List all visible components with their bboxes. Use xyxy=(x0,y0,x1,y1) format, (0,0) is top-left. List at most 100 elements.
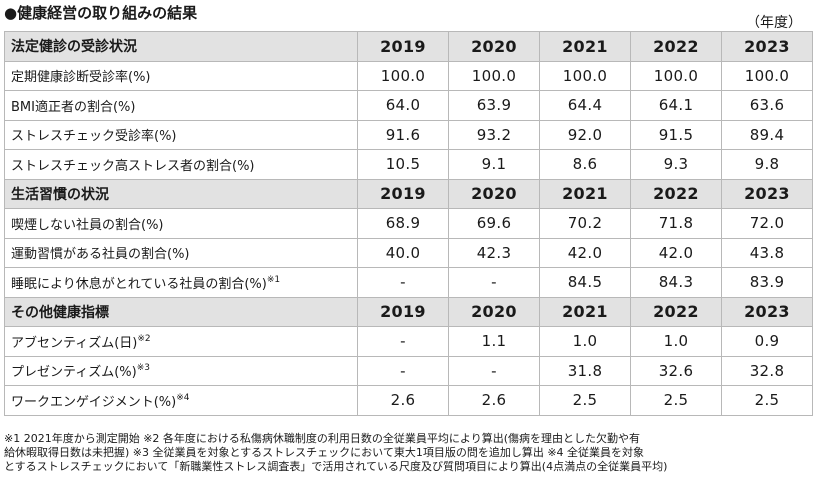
row-label: アブセンティズム(日) xyxy=(11,335,138,351)
value-cell: 68.9 xyxy=(357,208,449,239)
row-label-cell: ストレスチェック高ストレス者の割合(%) xyxy=(4,149,358,180)
value-cell: 32.8 xyxy=(721,355,813,386)
year-header: 2021 xyxy=(539,178,631,209)
value-cell: 9.8 xyxy=(721,149,813,180)
row-label-cell: 定期健康診断受診率(%) xyxy=(4,60,358,91)
value-cell: 83.9 xyxy=(721,267,813,298)
footnote-line: とするストレスチェックにおいて「新職業性ストレス調査表」で活用されている尺度及び… xyxy=(4,460,668,473)
value-cell: 91.5 xyxy=(630,119,722,150)
value-cell: 69.6 xyxy=(448,208,540,239)
footnote-marker: ※4 xyxy=(176,392,190,403)
row-label-cell: ワークエンゲイジメント(%)※4 xyxy=(4,385,358,416)
value-cell: 100.0 xyxy=(448,60,540,91)
table-row: 定期健康診断受診率(%) 100.0 100.0 100.0 100.0 100.0 xyxy=(4,60,813,91)
row-label: 喫煙しない社員の割合(%) xyxy=(11,217,164,233)
value-cell: 9.1 xyxy=(448,149,540,180)
year-header: 2020 xyxy=(448,178,540,209)
page-title: ●健康経営の取り組みの結果 xyxy=(4,4,198,22)
row-label-cell: ストレスチェック受診率(%) xyxy=(4,119,358,150)
row-label: ワークエンゲイジメント(%) xyxy=(11,394,177,410)
value-cell: 42.0 xyxy=(539,237,631,268)
year-header: 2022 xyxy=(630,296,722,327)
value-cell: - xyxy=(448,267,540,298)
row-label: BMI適正者の割合(%) xyxy=(11,99,136,115)
value-cell: 91.6 xyxy=(357,119,449,150)
health-results-table: 法定健診の受診状況 2019 2020 2021 2022 2023 定期健康診断受診率(%… xyxy=(4,31,813,416)
footnotes: ※1 2021年度から測定開始 ※2 各年度における私傷病休職制度の利用日数の全… xyxy=(4,432,812,474)
value-cell: 93.2 xyxy=(448,119,540,150)
value-cell: 42.3 xyxy=(448,237,540,268)
year-header: 2022 xyxy=(630,178,722,209)
value-cell: 100.0 xyxy=(357,60,449,91)
value-cell: 2.6 xyxy=(448,385,540,416)
year-header: 2019 xyxy=(357,296,449,327)
value-cell: 89.4 xyxy=(721,119,813,150)
value-cell: 10.5 xyxy=(357,149,449,180)
year-header: 2022 xyxy=(630,31,722,62)
value-cell: 84.3 xyxy=(630,267,722,298)
table-row: アブセンティズム(日)※2-1.1 1.0 1.0 0.9 xyxy=(4,326,813,357)
section-header: 生活習慣の状況 xyxy=(4,178,358,209)
value-cell: 8.6 xyxy=(539,149,631,180)
value-cell: 64.4 xyxy=(539,90,631,121)
year-header: 2023 xyxy=(721,31,813,62)
section-header-row: その他健康指標 2019 2020 2021 2022 2023 xyxy=(4,296,813,327)
value-cell: 84.5 xyxy=(539,267,631,298)
footnote-marker: ※2 xyxy=(137,333,151,344)
row-label-cell: 睡眠により休息がとれている社員の割合(%)※1 xyxy=(4,267,358,298)
value-cell: 63.6 xyxy=(721,90,813,121)
value-cell: 71.8 xyxy=(630,208,722,239)
section-header: 法定健診の受診状況 xyxy=(4,31,358,62)
year-header: 2019 xyxy=(357,31,449,62)
value-cell: 2.5 xyxy=(539,385,631,416)
section-header-row: 法定健診の受診状況 2019 2020 2021 2022 2023 xyxy=(4,31,813,62)
footnote-marker: ※1 xyxy=(266,274,281,285)
value-cell: 0.9 xyxy=(721,326,813,357)
row-label: ストレスチェック高ストレス者の割合(%) xyxy=(11,158,255,174)
value-cell: 100.0 xyxy=(539,60,631,91)
value-cell: 64.1 xyxy=(630,90,722,121)
year-header: 2021 xyxy=(539,31,631,62)
footnote-line: 給休暇取得日数は未把握) ※3 全従業員を対象とするストレスチェックにおいて東大… xyxy=(4,446,645,459)
value-cell: 2.5 xyxy=(721,385,813,416)
value-cell: 100.0 xyxy=(721,60,813,91)
value-cell: 40.0 xyxy=(357,237,449,268)
value-cell: 64.0 xyxy=(357,90,449,121)
value-cell: - xyxy=(448,355,540,386)
row-label: ストレスチェック受診率(%) xyxy=(11,129,177,145)
row-label-cell: アブセンティズム(日)※2 xyxy=(4,326,358,357)
row-label: 睡眠により休息がとれている社員の割合(%) xyxy=(11,276,267,292)
table-row: 睡眠により休息がとれている社員の割合(%)※1- -84.5 84.3 83.9 xyxy=(4,267,813,298)
footnote-marker: ※3 xyxy=(136,363,150,374)
table-row: 喫煙しない社員の割合(%) 68.9 69.6 70.2 71.8 72.0 xyxy=(4,208,813,239)
value-cell: 32.6 xyxy=(630,355,722,386)
value-cell: - xyxy=(357,267,449,298)
table-row: 運動習慣がある社員の割合(%) 40.0 42.3 42.0 42.0 43.8 xyxy=(4,237,813,268)
row-label-cell: 運動習慣がある社員の割合(%) xyxy=(4,237,358,268)
table-row: ストレスチェック受診率(%) 91.6 93.2 92.0 91.5 89.4 xyxy=(4,119,813,150)
value-cell: - xyxy=(357,355,449,386)
year-header: 2023 xyxy=(721,296,813,327)
value-cell: 70.2 xyxy=(539,208,631,239)
section-header: その他健康指標 xyxy=(4,296,358,327)
value-cell: 1.1 xyxy=(448,326,540,357)
row-label-cell: BMI適正者の割合(%) xyxy=(4,90,358,121)
row-label: プレゼンティズム(%) xyxy=(11,365,137,381)
section-header-row: 生活習慣の状況 2019 2020 2021 2022 2023 xyxy=(4,178,813,209)
year-header: 2020 xyxy=(448,296,540,327)
value-cell: 2.5 xyxy=(630,385,722,416)
value-cell: 92.0 xyxy=(539,119,631,150)
row-label: 運動習慣がある社員の割合(%) xyxy=(11,247,190,263)
row-label: 定期健康診断受診率(%) xyxy=(11,70,151,86)
value-cell: 2.6 xyxy=(357,385,449,416)
year-header: 2023 xyxy=(721,178,813,209)
value-cell: 1.0 xyxy=(630,326,722,357)
table-row: BMI適正者の割合(%) 64.0 63.9 64.4 64.1 63.6 xyxy=(4,90,813,121)
row-label-cell: プレゼンティズム(%)※3 xyxy=(4,355,358,386)
value-cell: 100.0 xyxy=(630,60,722,91)
value-cell: 43.8 xyxy=(721,237,813,268)
value-cell: 72.0 xyxy=(721,208,813,239)
year-header: 2021 xyxy=(539,296,631,327)
year-header: 2020 xyxy=(448,31,540,62)
table-row: ストレスチェック高ストレス者の割合(%) 10.5 9.1 8.6 9.3 9.8 xyxy=(4,149,813,180)
